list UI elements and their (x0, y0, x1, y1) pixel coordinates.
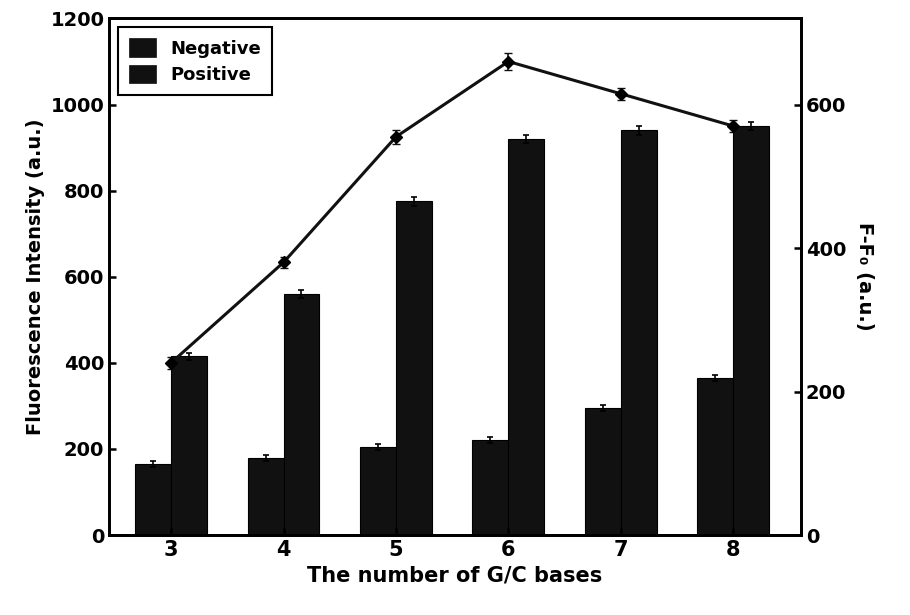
Y-axis label: Fluorescence Intensity (a.u.): Fluorescence Intensity (a.u.) (25, 119, 45, 435)
Bar (621, 130, 657, 535)
Y-axis label: F-F₀ (a.u.): F-F₀ (a.u.) (854, 223, 874, 331)
X-axis label: The number of G/C bases: The number of G/C bases (308, 565, 602, 585)
Bar (472, 440, 509, 535)
Bar (248, 458, 284, 535)
Bar (135, 464, 171, 535)
Bar (509, 139, 544, 535)
Bar (585, 408, 621, 535)
Legend: Negative, Positive: Negative, Positive (118, 28, 272, 95)
Bar (697, 378, 733, 535)
Bar (171, 357, 207, 535)
Bar (733, 126, 769, 535)
Bar (360, 446, 396, 535)
Bar (284, 294, 319, 535)
Bar (396, 202, 432, 535)
